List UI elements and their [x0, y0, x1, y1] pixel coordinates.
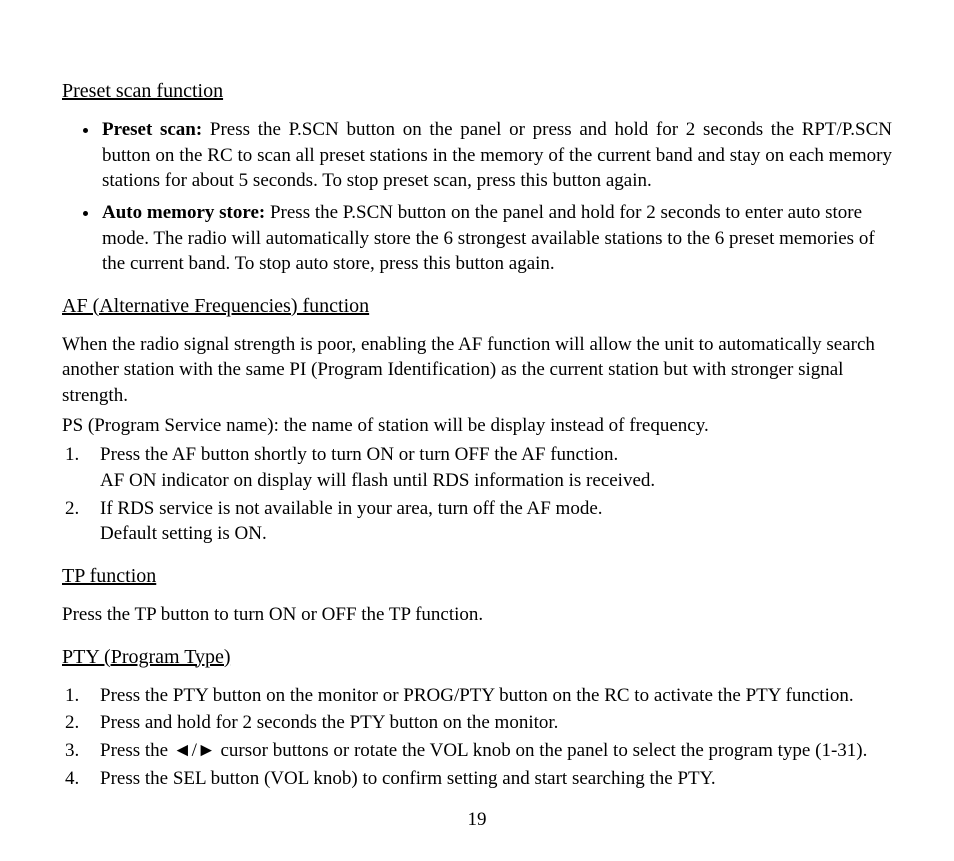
preset-scan-lead: Preset scan: — [102, 119, 202, 140]
af-step-2: If RDS service is not available in your … — [84, 496, 892, 547]
af-intro-1: When the radio signal strength is poor, … — [62, 332, 892, 409]
preset-scan-item: Preset scan: Press the P.SCN button on t… — [100, 117, 892, 194]
pty-step-4: Press the SEL button (VOL knob) to confi… — [84, 766, 892, 792]
af-step-2-main: If RDS service is not available in your … — [100, 498, 603, 519]
auto-memory-lead: Auto memory store: — [102, 202, 265, 223]
af-step-1-main: Press the AF button shortly to turn ON o… — [100, 444, 618, 465]
af-intro-2: PS (Program Service name): the name of s… — [62, 413, 892, 439]
section-pty: PTY (Program Type) Press the PTY button … — [62, 646, 892, 792]
pty-step-2: Press and hold for 2 seconds the PTY but… — [84, 710, 892, 736]
pty-step-1: Press the PTY button on the monitor or P… — [84, 683, 892, 709]
tp-text: Press the TP button to turn ON or OFF th… — [62, 602, 892, 628]
preset-scan-list: Preset scan: Press the P.SCN button on t… — [62, 117, 892, 277]
heading-tp: TP function — [62, 565, 892, 588]
pty-steps: Press the PTY button on the monitor or P… — [62, 683, 892, 792]
page-number: 19 — [62, 809, 892, 831]
manual-page: Preset scan function Preset scan: Press … — [0, 0, 954, 861]
af-step-1-sub: AF ON indicator on display will flash un… — [100, 468, 892, 494]
section-af: AF (Alternative Frequencies) function Wh… — [62, 295, 892, 547]
af-step-2-sub: Default setting is ON. — [100, 521, 892, 547]
heading-preset-scan: Preset scan function — [62, 80, 892, 103]
auto-memory-item: Auto memory store: Press the P.SCN butto… — [100, 200, 892, 277]
heading-af: AF (Alternative Frequencies) function — [62, 295, 892, 318]
heading-pty: PTY (Program Type) — [62, 646, 892, 669]
section-tp: TP function Press the TP button to turn … — [62, 565, 892, 628]
section-preset-scan: Preset scan function Preset scan: Press … — [62, 80, 892, 277]
af-steps: Press the AF button shortly to turn ON o… — [62, 442, 892, 547]
af-step-1: Press the AF button shortly to turn ON o… — [84, 442, 892, 493]
preset-scan-text: Press the P.SCN button on the panel or p… — [102, 119, 892, 191]
pty-step-3: Press the ◄/► cursor buttons or rotate t… — [84, 738, 892, 764]
